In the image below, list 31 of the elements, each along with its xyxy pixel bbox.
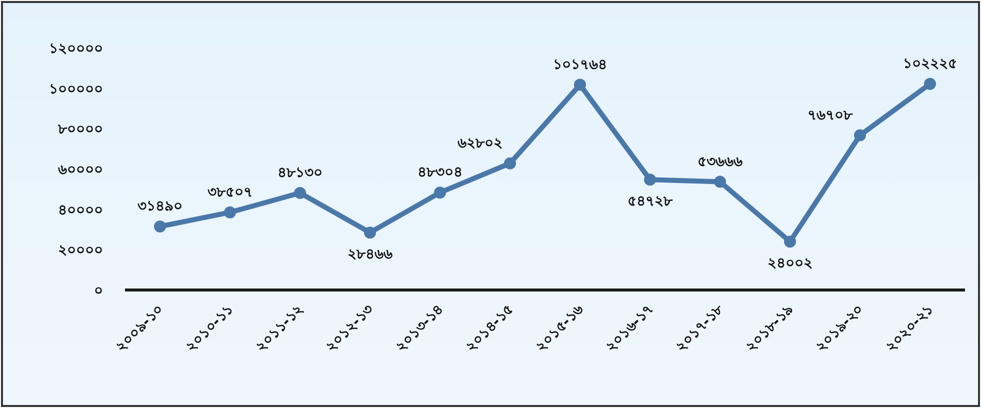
data-label: ৭৬৭০৮ xyxy=(808,107,854,124)
point xyxy=(854,129,866,142)
point xyxy=(294,186,306,199)
y-tick-label: ০ xyxy=(94,283,103,299)
point xyxy=(574,78,586,91)
data-label: ১০২২২৫ xyxy=(903,56,957,72)
point xyxy=(434,186,446,199)
data-label: ৪৮১৩০ xyxy=(278,164,322,181)
point xyxy=(924,78,936,90)
y-tick-label: ১২০০০০ xyxy=(49,41,103,57)
data-label: ৬২৮০২ xyxy=(458,135,502,152)
data-label: ৩১৪৯০ xyxy=(138,198,182,214)
data-label: ১০১৭৬৪ xyxy=(553,56,607,73)
point xyxy=(224,206,236,218)
point xyxy=(154,220,166,232)
point xyxy=(784,236,796,248)
data-label: ৫৩৬৬৬ xyxy=(698,154,742,170)
data-label: ৩৮৫০৭ xyxy=(208,184,252,200)
y-tick-label: ২০০০০ xyxy=(58,242,103,259)
point xyxy=(504,157,516,170)
data-label: ৫৪৭২৮ xyxy=(628,194,674,210)
y-tick-label: ১০০০০০ xyxy=(49,81,103,98)
data-label: ২৮৪৬৬ xyxy=(348,246,392,263)
y-tick-label: ৪০০০০ xyxy=(58,202,103,218)
data-label: ৪৮৩০৪ xyxy=(418,164,462,181)
point xyxy=(644,174,656,186)
point xyxy=(364,226,376,239)
point xyxy=(714,176,726,188)
y-tick-label: ৮০০০০ xyxy=(57,122,103,138)
data-label: ২৪০০২ xyxy=(768,256,812,272)
y-tick-label: ৬০০০০ xyxy=(58,162,103,178)
